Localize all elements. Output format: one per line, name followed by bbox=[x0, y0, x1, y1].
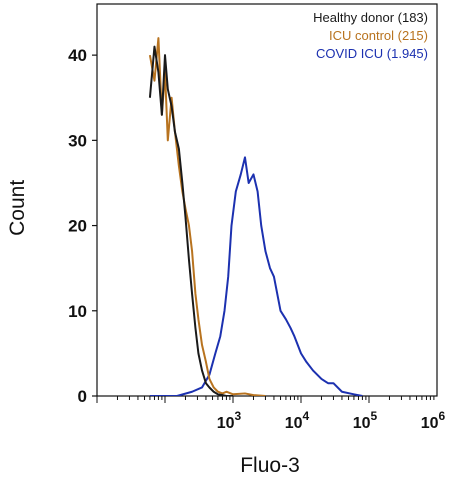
x-axis-label: Fluo-3 bbox=[240, 454, 300, 477]
y-axis-label: Count bbox=[6, 180, 29, 236]
series-line-0 bbox=[148, 45, 233, 396]
y-axis-ticks: 0 10 20 30 40 bbox=[68, 46, 97, 406]
x-tick-label: 106 bbox=[421, 409, 446, 432]
y-tick-label: 40 bbox=[68, 46, 87, 65]
y-tick-label: 30 bbox=[68, 131, 87, 150]
x-tick-label: 103 bbox=[217, 409, 242, 432]
series-layer bbox=[148, 37, 363, 396]
legend: Healthy donor (183) ICU control (215) COVI… bbox=[313, 10, 428, 61]
y-tick-label: 0 bbox=[78, 387, 87, 406]
x-tick-label: 104 bbox=[285, 409, 310, 432]
legend-entry: ICU control (215) bbox=[329, 28, 428, 43]
plot-area bbox=[96, 3, 438, 397]
legend-entry: COVID ICU (1.945) bbox=[316, 46, 428, 61]
series-line-2 bbox=[149, 156, 363, 396]
y-tick-label: 10 bbox=[68, 302, 87, 321]
x-tick-label: 105 bbox=[353, 409, 378, 432]
y-tick-label: 20 bbox=[68, 217, 87, 236]
series-line-1 bbox=[148, 37, 266, 396]
legend-entry: Healthy donor (183) bbox=[313, 10, 428, 25]
plot-frame bbox=[96, 3, 438, 397]
x-axis-ticks: 103 104 105 106 bbox=[96, 396, 446, 432]
